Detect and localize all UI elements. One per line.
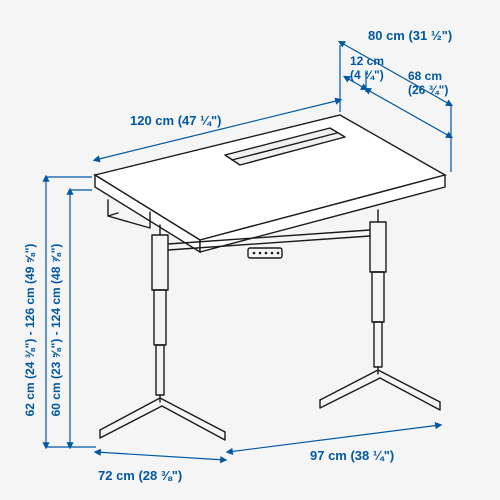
right-leg	[320, 210, 440, 410]
dim-heights: 62 cm (24 ⅜") - 126 cm (49 ⅝") 60 cm (23…	[23, 177, 96, 447]
dimension-diagram: 120 cm (47 ¼") 80 cm (31 ½") 12 cm (4 ¾"…	[0, 0, 500, 500]
dim-depth-front-sub: (4 ¾")	[350, 68, 384, 82]
control-panel-icon	[248, 248, 282, 258]
left-leg	[100, 225, 225, 440]
dim-foot-depth: 72 cm (28 ⅜")	[96, 452, 225, 483]
dim-foot-span: 97 cm (38 ¼")	[228, 425, 440, 463]
dim-height-inner-label: 60 cm (23 ⅝") - 124 cm (48 ⅞")	[49, 244, 63, 417]
dim-depth-total-label: 80 cm (31 ½")	[368, 28, 452, 43]
dim-foot-depth-label: 72 cm (28 ⅜")	[98, 468, 182, 483]
dim-width-label: 120 cm (47 ¼")	[130, 113, 221, 128]
dim-depth-back-sub: (26 ¾")	[408, 83, 448, 97]
dim-depth-front-label: 12 cm	[350, 54, 384, 68]
desk-drawing	[95, 115, 445, 440]
dim-height-outer-label: 62 cm (24 ⅜") - 126 cm (49 ⅝")	[23, 244, 37, 417]
dim-foot-span-label: 97 cm (38 ¼")	[310, 448, 394, 463]
dim-depth-back-label: 68 cm	[408, 69, 442, 83]
